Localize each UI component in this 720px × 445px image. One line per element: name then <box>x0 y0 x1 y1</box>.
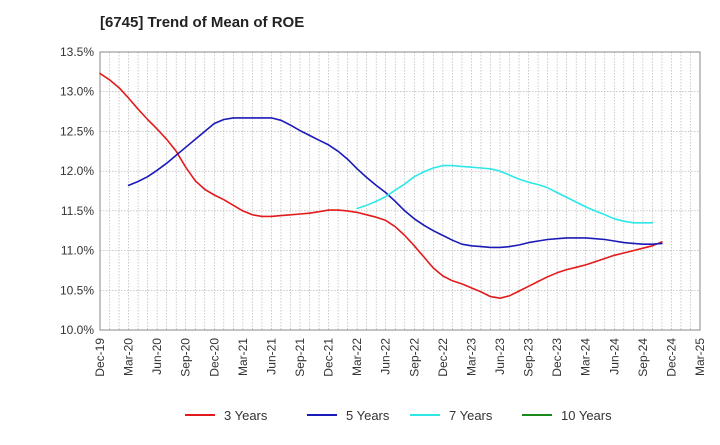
y-tick-label: 10.0% <box>60 323 94 337</box>
y-tick-label: 13.0% <box>60 85 94 99</box>
x-tick-label: Dec-20 <box>207 338 221 377</box>
series-line-3-years <box>99 72 663 299</box>
series-lines <box>99 72 663 299</box>
y-tick-label: 13.5% <box>60 45 94 59</box>
x-tick-label: Jun-24 <box>607 338 621 375</box>
x-tick-label: Jun-20 <box>150 338 164 375</box>
chart-title: [6745] Trend of Mean of ROE <box>100 14 305 31</box>
y-tick-label: 12.0% <box>60 164 94 178</box>
series-line-5-years <box>127 117 663 249</box>
grid-lines <box>100 51 700 331</box>
x-tick-label: Mar-21 <box>236 338 250 376</box>
x-tick-label: Mar-22 <box>350 338 364 376</box>
legend-label: 5 Years <box>346 408 390 423</box>
y-tick-label: 11.0% <box>61 244 94 258</box>
x-tick-label: Mar-25 <box>693 338 707 376</box>
x-tick-label: Dec-21 <box>322 338 336 377</box>
x-tick-label: Mar-20 <box>122 338 136 376</box>
legend: 3 Years 5 Years 7 Years 10 Years <box>185 408 612 423</box>
x-tick-label: Jun-21 <box>264 338 278 375</box>
x-tick-label: Sep-24 <box>636 338 650 377</box>
x-tick-label: Jun-23 <box>493 338 507 375</box>
x-tick-label: Dec-22 <box>436 338 450 377</box>
x-tick-label: Mar-23 <box>464 338 478 376</box>
plot-area <box>100 52 700 330</box>
x-tick-label: Jun-22 <box>379 338 393 375</box>
y-tick-label: 11.5% <box>61 204 94 218</box>
x-tick-label: Dec-23 <box>550 338 564 377</box>
x-tick-label: Sep-23 <box>522 338 536 377</box>
plot-border <box>99 51 701 331</box>
x-tick-label: Mar-24 <box>579 338 593 376</box>
legend-label: 10 Years <box>561 408 612 423</box>
x-tick-label: Dec-24 <box>664 338 678 377</box>
legend-label: 7 Years <box>449 408 493 423</box>
series-line-7-years <box>356 164 654 224</box>
x-tick-label: Sep-21 <box>293 338 307 377</box>
y-tick-label: 10.5% <box>60 283 94 297</box>
y-tick-label: 12.5% <box>60 124 94 138</box>
legend-label: 3 Years <box>224 408 268 423</box>
x-tick-label: Sep-22 <box>407 338 421 377</box>
x-tick-label: Dec-19 <box>93 338 107 377</box>
x-tick-label: Sep-20 <box>179 338 193 377</box>
axes: 10.0% 10.5% 11.0% 11.5% 12.0% 12.5% 13.0% 13.5%… <box>60 45 707 377</box>
